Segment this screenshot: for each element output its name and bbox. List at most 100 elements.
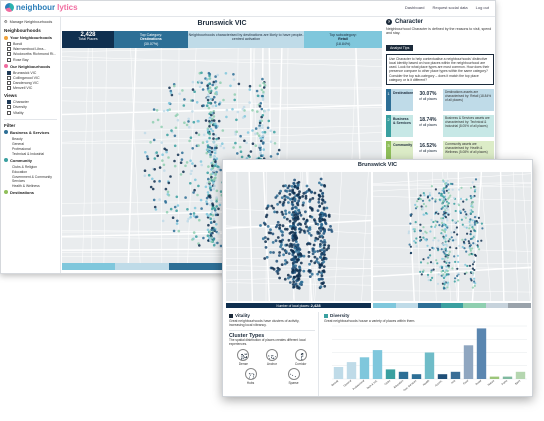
place-point[interactable]	[254, 144, 258, 147]
place-point[interactable]	[218, 203, 222, 207]
place-point[interactable]	[173, 205, 177, 209]
place-point[interactable]	[209, 153, 212, 156]
place-point[interactable]	[273, 210, 276, 214]
place-point[interactable]	[149, 185, 153, 189]
place-point[interactable]	[165, 148, 168, 152]
cluster-type[interactable]: Anchor	[261, 349, 283, 366]
place-point[interactable]	[319, 256, 323, 259]
place-point[interactable]	[166, 133, 169, 137]
place-point[interactable]	[471, 271, 474, 274]
place-point[interactable]	[262, 141, 265, 144]
place-point[interactable]	[213, 228, 216, 232]
place-point[interactable]	[217, 231, 220, 235]
place-point[interactable]	[279, 240, 283, 243]
place-point[interactable]	[202, 133, 206, 137]
place-point[interactable]	[182, 170, 185, 174]
place-point[interactable]	[469, 194, 472, 198]
place-point[interactable]	[272, 267, 276, 271]
place-point[interactable]	[323, 249, 326, 253]
place-point[interactable]	[305, 184, 309, 188]
place-point[interactable]	[451, 267, 454, 270]
place-point[interactable]	[259, 224, 262, 227]
place-point[interactable]	[441, 189, 444, 192]
place-point[interactable]	[293, 235, 296, 238]
place-point[interactable]	[445, 250, 448, 253]
place-point[interactable]	[209, 173, 213, 176]
place-point[interactable]	[310, 272, 314, 276]
place-point[interactable]	[432, 220, 435, 224]
legend-swatch[interactable]	[508, 303, 532, 308]
place-point[interactable]	[453, 280, 456, 283]
place-point[interactable]	[205, 200, 208, 203]
place-point[interactable]	[316, 249, 320, 253]
place-point[interactable]	[296, 286, 299, 290]
place-point[interactable]	[273, 130, 276, 134]
place-point[interactable]	[434, 198, 437, 201]
place-point[interactable]	[296, 269, 299, 273]
place-point[interactable]	[269, 155, 273, 158]
place-point[interactable]	[422, 258, 425, 261]
place-point[interactable]	[206, 171, 209, 175]
place-point[interactable]	[452, 197, 456, 200]
place-point[interactable]	[453, 231, 456, 234]
place-point[interactable]	[209, 203, 212, 207]
place-point[interactable]	[202, 104, 205, 107]
place-point[interactable]	[211, 129, 215, 133]
place-point[interactable]	[208, 90, 211, 94]
place-point[interactable]	[320, 253, 323, 256]
place-point[interactable]	[319, 285, 323, 289]
place-point[interactable]	[264, 246, 268, 249]
place-point[interactable]	[292, 250, 296, 254]
place-point[interactable]	[459, 211, 462, 215]
place-point[interactable]	[292, 285, 296, 289]
place-point[interactable]	[259, 151, 263, 154]
place-point[interactable]	[215, 200, 218, 203]
place-point[interactable]	[261, 137, 264, 140]
place-point[interactable]	[299, 213, 303, 217]
view-option[interactable]: Character	[7, 100, 57, 105]
place-point[interactable]	[456, 274, 459, 278]
place-point[interactable]	[322, 206, 326, 210]
place-point[interactable]	[208, 122, 212, 126]
place-point[interactable]	[454, 228, 457, 231]
place-point[interactable]	[213, 164, 217, 167]
place-point[interactable]	[469, 244, 472, 247]
place-point[interactable]	[155, 109, 159, 112]
checkbox[interactable]	[7, 52, 11, 57]
place-point[interactable]	[471, 286, 474, 289]
place-point[interactable]	[306, 229, 310, 233]
place-point[interactable]	[473, 185, 476, 188]
place-point[interactable]	[175, 195, 179, 199]
place-point[interactable]	[260, 139, 263, 143]
place-point[interactable]	[418, 197, 421, 200]
place-point[interactable]	[186, 219, 189, 223]
place-point[interactable]	[205, 104, 209, 107]
place-point[interactable]	[246, 131, 250, 134]
place-point[interactable]	[197, 144, 200, 147]
place-point[interactable]	[461, 238, 464, 241]
place-point[interactable]	[305, 218, 309, 222]
place-point[interactable]	[210, 211, 214, 214]
place-point[interactable]	[320, 183, 323, 187]
place-point[interactable]	[469, 218, 472, 221]
place-point[interactable]	[175, 209, 178, 212]
place-point[interactable]	[466, 264, 469, 268]
place-point[interactable]	[261, 126, 264, 130]
character-category[interactable]: 2 Business & Services 18.74% of all places B…	[386, 115, 494, 138]
place-point[interactable]	[172, 229, 176, 233]
place-point[interactable]	[462, 208, 465, 211]
legend-swatch[interactable]	[395, 303, 419, 308]
place-point[interactable]	[278, 226, 281, 230]
place-point[interactable]	[262, 148, 265, 151]
place-point[interactable]	[421, 199, 425, 202]
place-point[interactable]	[295, 240, 298, 244]
place-point[interactable]	[145, 155, 149, 158]
place-point[interactable]	[474, 243, 477, 246]
place-point[interactable]	[146, 157, 150, 161]
place-point[interactable]	[217, 137, 220, 140]
place-point[interactable]	[469, 253, 472, 256]
checkbox[interactable]	[7, 105, 11, 110]
place-point[interactable]	[293, 283, 296, 287]
place-point[interactable]	[263, 84, 267, 87]
place-point[interactable]	[272, 251, 275, 254]
